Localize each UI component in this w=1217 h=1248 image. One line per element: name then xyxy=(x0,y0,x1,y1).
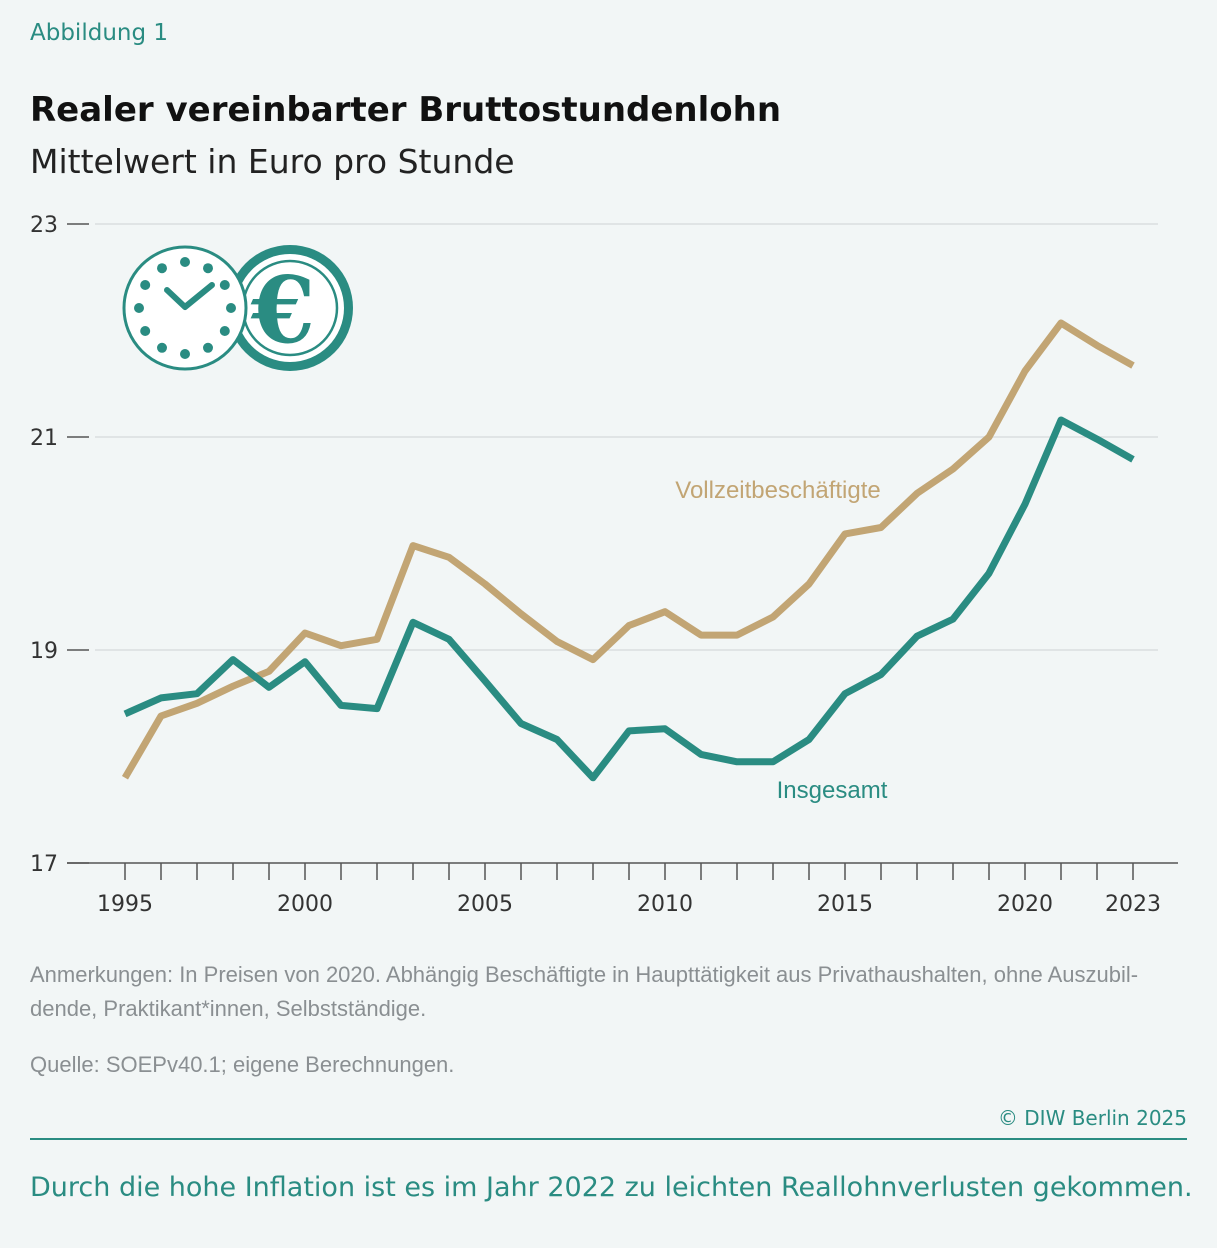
source-note: Quelle: SOEPv40.1; eigene Berechnungen. xyxy=(30,1052,455,1077)
grid-lines: 17 19 21 23 xyxy=(30,213,1158,877)
clock-dot xyxy=(180,349,190,359)
series-line-insgesamt xyxy=(123,416,1135,782)
x-tick-label: 2023 xyxy=(1105,892,1161,917)
clock-dot xyxy=(226,303,236,313)
series-label-insgesamt: Insgesamt xyxy=(777,777,888,804)
copyright: © DIW Berlin 2025 xyxy=(997,1106,1187,1130)
clock-dot xyxy=(157,342,167,353)
series-labels: Vollzeitbeschäftigte Insgesamt xyxy=(675,477,887,804)
x-tick-label: 2000 xyxy=(277,892,333,917)
remarks: Anmerkungen: In Preisen von 2020. Abhäng… xyxy=(30,958,1190,1026)
clock-dot xyxy=(134,303,144,313)
remarks-line-1: Anmerkungen: In Preisen von 2020. Abhäng… xyxy=(30,962,1139,987)
clock-dot xyxy=(203,342,213,353)
clock-dot xyxy=(219,280,230,290)
divider xyxy=(30,1138,1187,1140)
x-axis: 1995 2000 2005 2010 2015 2020 2023 xyxy=(67,862,1178,917)
y-tick-label: 19 xyxy=(30,639,58,664)
x-tick-label: 2005 xyxy=(457,892,513,917)
series-line-vollzeit xyxy=(121,319,1135,780)
chart-title: Realer vereinbarter Bruttostundenlohn xyxy=(30,90,782,130)
clock-icon xyxy=(122,245,248,371)
figure-label: Abbildung 1 xyxy=(30,20,169,46)
y-tick-label: 23 xyxy=(30,213,58,238)
clock-dot xyxy=(180,257,190,267)
series-label-vollzeit: Vollzeitbeschäftigte xyxy=(675,477,880,504)
remarks-line-2: dende, Praktikant*innen, Selbstständige. xyxy=(30,996,427,1021)
x-tick-label: 2015 xyxy=(817,892,873,917)
conclusion-text: Durch die hohe Inflation ist es im Jahr … xyxy=(30,1172,1193,1203)
y-tick-label: 17 xyxy=(30,852,58,877)
clock-dot xyxy=(157,263,167,274)
x-tick-label: 2020 xyxy=(997,892,1053,917)
clock-dot xyxy=(140,326,151,336)
y-tick-label: 21 xyxy=(30,426,58,451)
series-lines xyxy=(121,319,1135,782)
clock-euro-icon: € xyxy=(122,245,353,371)
svg-text:€: € xyxy=(250,256,315,364)
chart-subtitle: Mittelwert in Euro pro Stunde xyxy=(30,142,515,181)
x-tick-label: 2010 xyxy=(637,892,693,917)
x-tick-label: 1995 xyxy=(97,892,153,917)
clock-dot xyxy=(140,280,151,290)
clock-dot xyxy=(203,263,213,274)
clock-dot xyxy=(219,326,230,336)
euro-coin-icon: € xyxy=(227,245,353,371)
